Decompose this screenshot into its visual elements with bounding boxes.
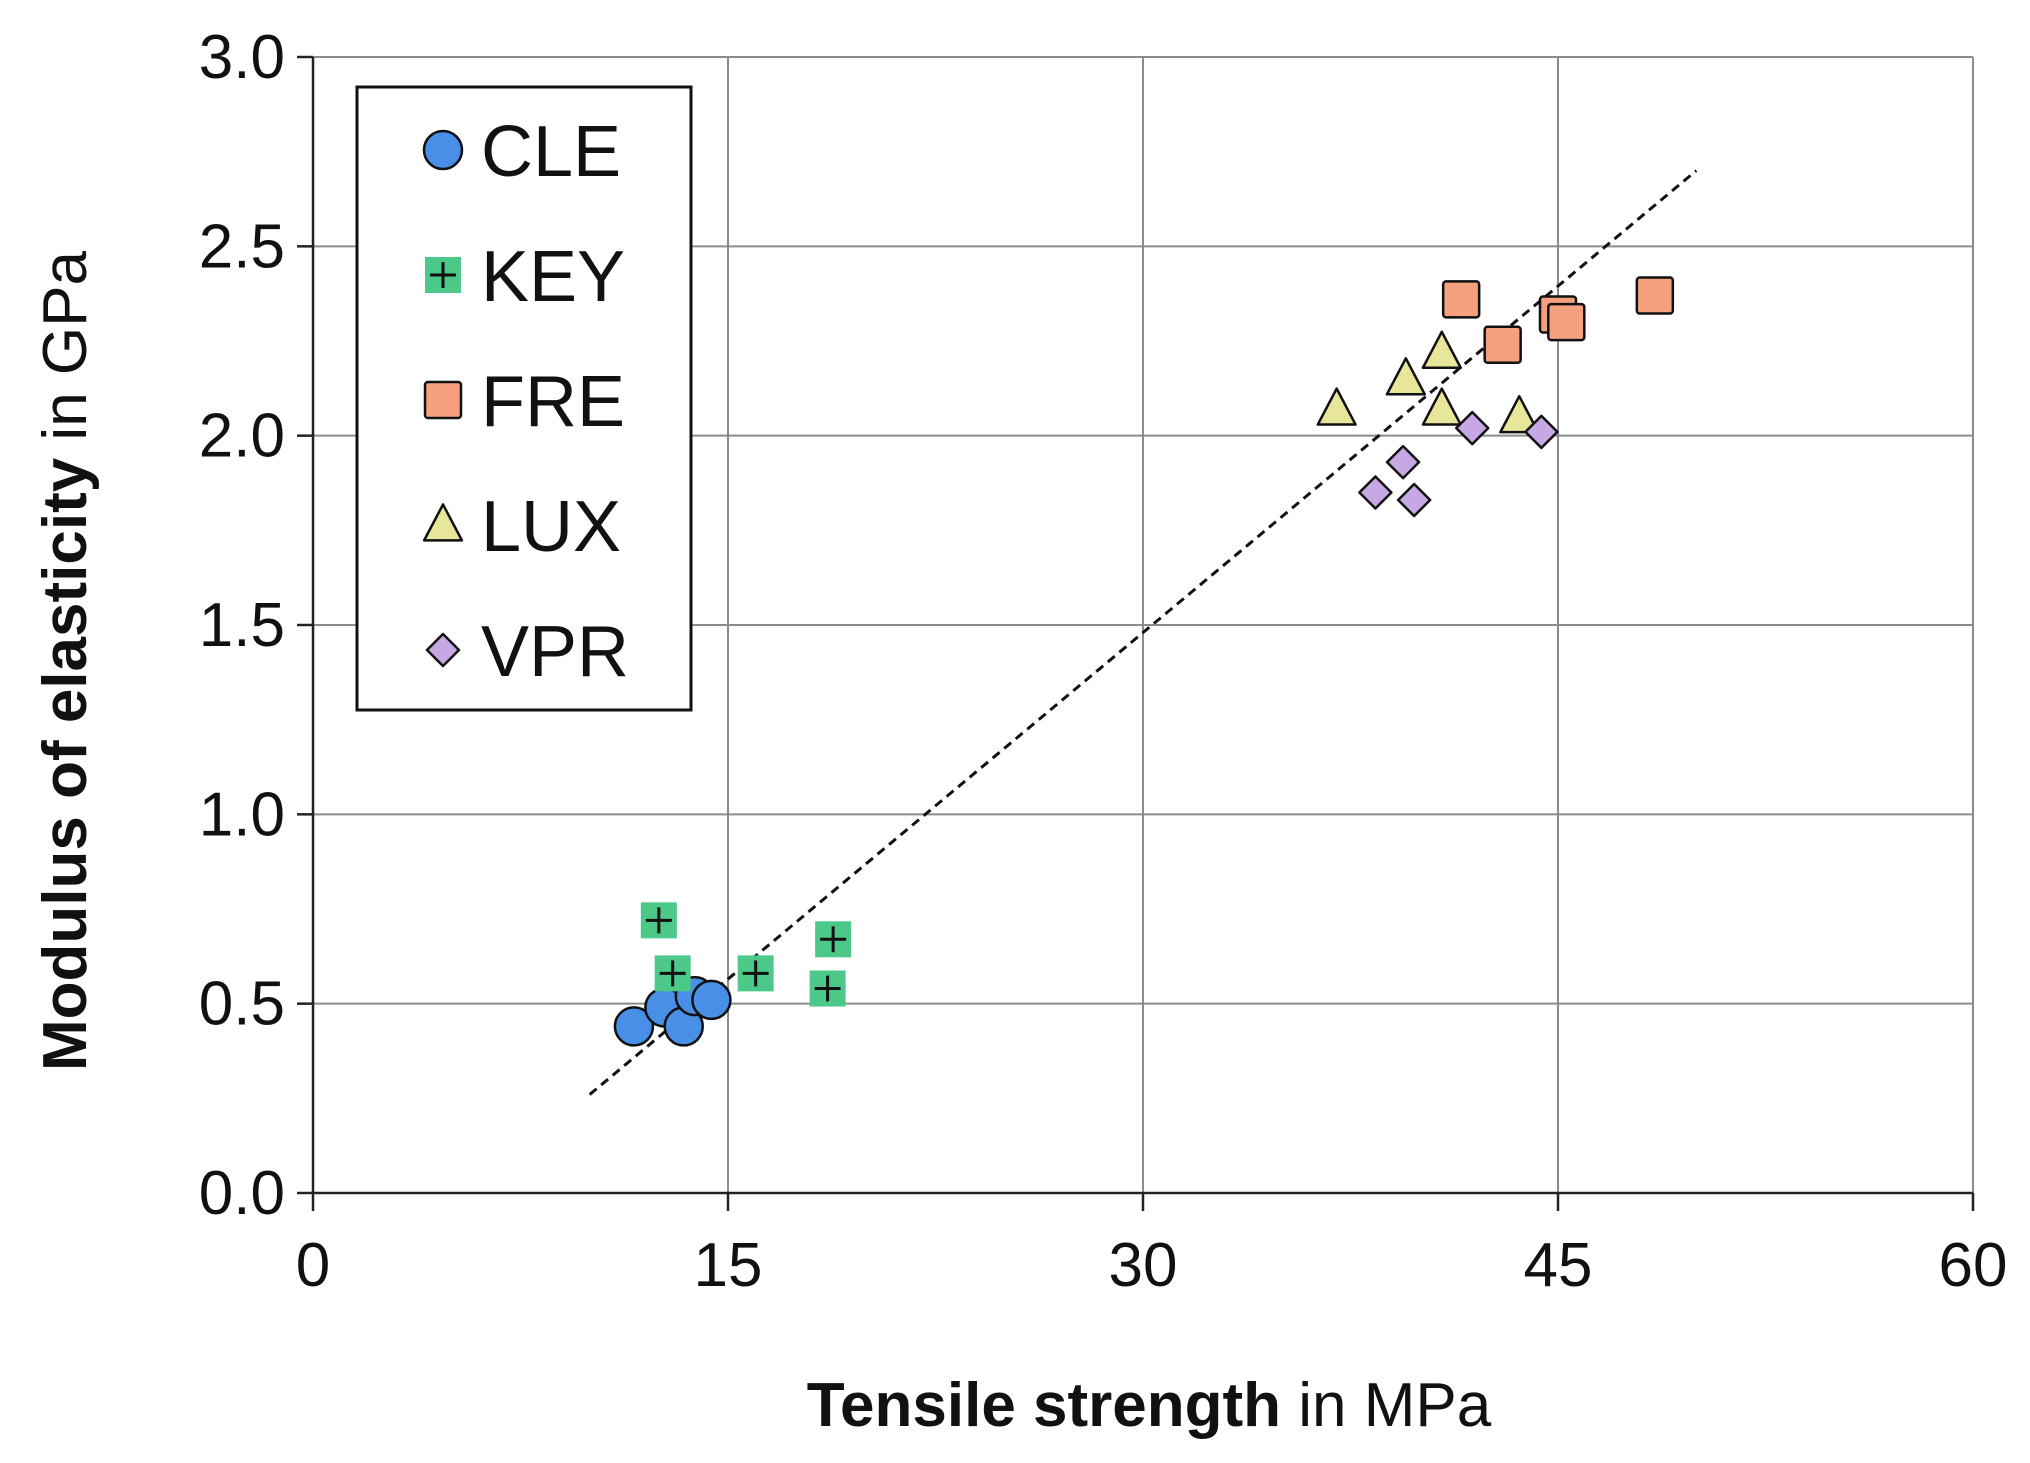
data-point-cle <box>691 979 732 1021</box>
legend-label: FRE <box>481 362 625 442</box>
data-point-key <box>815 921 852 958</box>
data-point-vpr <box>1385 444 1421 480</box>
data-point-fre <box>1635 276 1675 315</box>
x-tick-label: 45 <box>1524 1231 1593 1300</box>
legend-label: LUX <box>481 487 621 567</box>
x-axis-title-rest: in MPa <box>1281 1371 1492 1440</box>
y-tick-label: 3.0 <box>199 23 285 92</box>
y-tick-label: 1.5 <box>199 591 285 660</box>
x-tick-label: 30 <box>1109 1231 1178 1300</box>
y-tick-label: 0.5 <box>199 970 285 1039</box>
legend-box <box>355 85 693 712</box>
legend-item-cle: CLE <box>422 112 621 192</box>
legend-marker-fre <box>423 380 463 420</box>
x-tick-label: 15 <box>694 1231 763 1300</box>
data-point-key <box>737 955 774 992</box>
legend-marker-vpr <box>425 632 461 668</box>
data-point-lux <box>1316 387 1357 426</box>
legend: CLE KEY FRE LUX VPR <box>355 85 693 712</box>
points-layer <box>613 276 1675 1047</box>
legend-label: KEY <box>481 237 625 317</box>
legend-label: CLE <box>481 112 621 192</box>
legend-marker-cle <box>422 129 464 171</box>
legend-item-fre: FRE <box>423 362 625 442</box>
legend-item-key: KEY <box>425 237 625 317</box>
y-tick-label: 1.0 <box>199 780 285 849</box>
x-axis-title: Tensile strength in MPa <box>807 1371 1492 1440</box>
x-tick-label: 60 <box>1939 1231 2008 1300</box>
data-point-vpr <box>1454 410 1490 446</box>
data-point-cle <box>613 1006 655 1047</box>
y-axis-title-rest: in GPa <box>31 251 100 458</box>
data-point-key <box>640 902 677 939</box>
y-axis-title-bold: Modulus of elasticity <box>31 457 100 1071</box>
data-point-fre <box>1483 325 1522 365</box>
legend-item-vpr: VPR <box>425 612 629 692</box>
data-point-vpr <box>1358 475 1393 510</box>
x-axis-title-bold: Tensile strength <box>807 1371 1281 1440</box>
trendline <box>588 169 1698 1096</box>
data-point-lux <box>1385 357 1426 396</box>
data-point-key <box>654 955 691 992</box>
y-axis-title: Modulus of elasticity in GPa <box>31 251 100 1071</box>
data-point-lux <box>1421 330 1462 369</box>
data-point-fre <box>1547 302 1586 342</box>
y-tick-label: 2.5 <box>199 212 285 281</box>
trendline-layer <box>588 169 1698 1096</box>
data-point-lux <box>1499 394 1540 434</box>
data-point-vpr <box>1524 414 1559 450</box>
axis-layer: 0.0 0.5 1.0 1.5 2.0 2.5 3.0 0 15 30 45 60 <box>199 23 2008 1300</box>
x-tick-label: 0 <box>296 1231 330 1300</box>
data-point-fre <box>1441 280 1481 319</box>
legend-label: VPR <box>481 612 629 692</box>
legend-item-lux: LUX <box>422 487 621 567</box>
legend-marker-key <box>425 257 461 293</box>
y-tick-label: 0.0 <box>199 1159 285 1228</box>
data-point-lux <box>1421 387 1462 426</box>
legend-marker-lux <box>422 503 464 542</box>
data-point-vpr <box>1396 482 1432 518</box>
data-point-key <box>809 970 846 1007</box>
y-tick-label: 2.0 <box>199 402 285 471</box>
